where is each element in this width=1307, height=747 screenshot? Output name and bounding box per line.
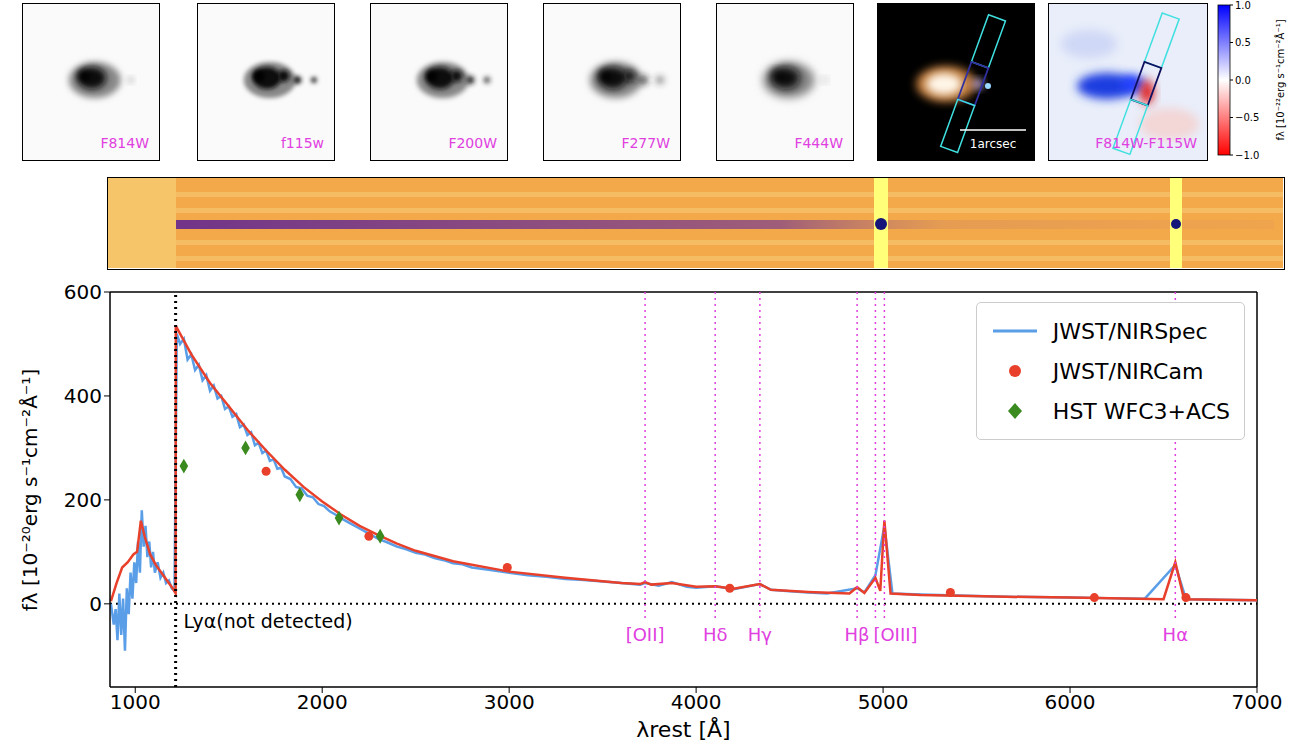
svg-text:200: 200	[64, 488, 102, 512]
svg-text:Lyα(not detected): Lyα(not detected)	[184, 610, 353, 632]
svg-text:7000: 7000	[1232, 690, 1283, 714]
svg-text:5000: 5000	[858, 690, 909, 714]
svg-text:400: 400	[64, 384, 102, 408]
html-text:λrest [Å]: λrest [Å]	[636, 717, 731, 742]
svg-text:f115w: f115w	[281, 135, 324, 151]
svg-text:F814W: F814W	[100, 135, 149, 151]
svg-text:[OIII]: [OIII]	[873, 624, 917, 645]
svg-text:1arcsec: 1arcsec	[970, 137, 1017, 151]
svg-text:F200W: F200W	[448, 135, 497, 151]
svg-text:F277W: F277W	[621, 135, 670, 151]
svg-text:3000: 3000	[484, 690, 535, 714]
svg-text:fλ [10⁻²²erg s⁻¹cm⁻²Å⁻¹]: fλ [10⁻²²erg s⁻¹cm⁻²Å⁻¹]	[1274, 19, 1286, 140]
svg-text:Hδ: Hδ	[703, 624, 728, 645]
svg-text:4000: 4000	[671, 690, 722, 714]
svg-text:Hβ: Hβ	[845, 624, 870, 645]
svg-text:F444W: F444W	[794, 135, 843, 151]
html-text:JWST/NIRCam: JWST/NIRCam	[1052, 358, 1204, 384]
svg-text:F814W-F115W: F814W-F115W	[1095, 135, 1197, 151]
svg-text:1000: 1000	[110, 690, 161, 714]
svg-text:[OII]: [OII]	[626, 624, 665, 645]
svg-text:2000: 2000	[297, 690, 348, 714]
svg-text:Hα: Hα	[1163, 624, 1188, 645]
svg-text:1.0: 1.0	[1235, 0, 1251, 11]
svg-text:0.5: 0.5	[1235, 37, 1251, 48]
svg-text:0.0: 0.0	[1235, 75, 1251, 86]
html-text:JWST/NIRSpec: JWST/NIRSpec	[1052, 318, 1208, 344]
svg-text:−0.5: −0.5	[1235, 112, 1259, 123]
svg-text:Hγ: Hγ	[748, 624, 773, 645]
svg-text:−1.0: −1.0	[1235, 150, 1259, 161]
svg-text:0: 0	[89, 592, 102, 616]
html-text:HST WFC3+ACS: HST WFC3+ACS	[1052, 398, 1230, 424]
svg-text:6000: 6000	[1045, 690, 1096, 714]
svg-text:600: 600	[64, 280, 102, 304]
html-text:fλ [10⁻²⁰erg s⁻¹cm⁻²Å⁻¹]: fλ [10⁻²⁰erg s⁻¹cm⁻²Å⁻¹]	[18, 368, 42, 611]
